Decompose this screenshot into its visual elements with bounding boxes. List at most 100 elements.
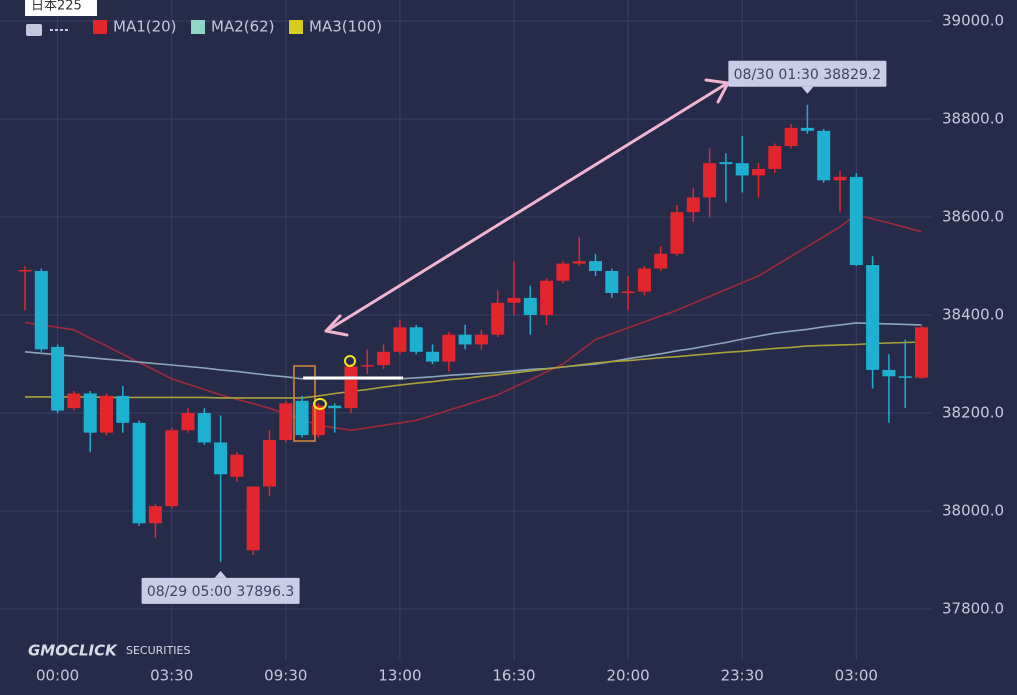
candle-body bbox=[83, 393, 97, 433]
x-tick-label: 03:00 bbox=[835, 667, 878, 685]
y-tick-label: 38600.0 bbox=[942, 208, 1004, 226]
candle-body bbox=[589, 261, 602, 271]
x-tick-label: 16:30 bbox=[492, 667, 535, 685]
candle-body bbox=[849, 176, 863, 266]
candle-body bbox=[768, 146, 782, 170]
candle-body bbox=[442, 334, 456, 362]
candle-body bbox=[51, 346, 65, 411]
candle-body bbox=[458, 334, 472, 345]
candle-body bbox=[165, 430, 179, 507]
candle-body bbox=[915, 327, 928, 378]
annotation-pointer bbox=[214, 570, 227, 578]
candle-body bbox=[507, 297, 521, 303]
candle-body bbox=[784, 127, 798, 147]
candle-body bbox=[393, 327, 407, 352]
annotation-pointer bbox=[801, 86, 814, 94]
y-tick-label: 37800.0 bbox=[942, 600, 1004, 618]
annotations: 08/30 01:30 38829.2 08/29 05:00 37896.3 bbox=[141, 60, 887, 604]
y-tick-label: 38200.0 bbox=[942, 404, 1004, 422]
candle-body bbox=[605, 270, 619, 294]
legend-swatch bbox=[191, 20, 205, 34]
candle-body bbox=[491, 302, 505, 335]
y-tick-label: 39000.0 bbox=[942, 12, 1004, 30]
candle-body bbox=[686, 197, 700, 213]
candle-body bbox=[621, 291, 635, 294]
candle-body bbox=[67, 393, 81, 409]
candle-body bbox=[474, 334, 488, 345]
candle-body bbox=[817, 130, 831, 181]
ma-lines bbox=[24, 213, 922, 432]
annotation-text: 08/29 05:00 37896.3 bbox=[147, 584, 295, 600]
candle-body bbox=[344, 366, 358, 409]
candle-body bbox=[866, 265, 880, 370]
legend: 日本225 MA1(20) MA2(62) MA3(100) bbox=[25, 0, 382, 36]
y-tick-label: 38800.0 bbox=[942, 110, 1004, 128]
candle-body bbox=[132, 422, 146, 524]
candle-body bbox=[719, 162, 733, 165]
candle-body bbox=[572, 261, 586, 264]
candles bbox=[18, 104, 928, 562]
candle-body bbox=[654, 253, 668, 269]
candle-body bbox=[100, 395, 113, 433]
x-tick-label: 23:30 bbox=[721, 667, 764, 685]
candle-body bbox=[426, 351, 439, 362]
legend-swatch bbox=[93, 20, 107, 34]
brand: GMOCLICK SECURITIES bbox=[28, 642, 190, 660]
ma-line bbox=[24, 322, 922, 380]
x-tick-label: 20:00 bbox=[606, 667, 649, 685]
candle-body bbox=[148, 506, 162, 524]
chat-icon[interactable] bbox=[26, 24, 42, 36]
y-tick-label: 38400.0 bbox=[942, 306, 1004, 324]
candle-body bbox=[898, 376, 912, 378]
candle-body bbox=[181, 413, 195, 431]
candle-body bbox=[311, 405, 325, 436]
annotation-box bbox=[141, 577, 300, 604]
candle-body bbox=[882, 369, 896, 377]
candle-body bbox=[360, 365, 374, 367]
candle-body bbox=[637, 268, 651, 292]
candle-body bbox=[735, 163, 749, 176]
ma-line bbox=[25, 341, 922, 399]
candle-body bbox=[34, 270, 48, 350]
ma-line bbox=[24, 213, 922, 432]
candle-body bbox=[833, 176, 847, 181]
candle-body bbox=[752, 169, 765, 176]
candle-body bbox=[523, 297, 537, 316]
candle-body bbox=[230, 454, 244, 477]
candle-body bbox=[328, 405, 342, 409]
candle-body bbox=[197, 413, 211, 443]
symbol-box bbox=[25, 0, 97, 16]
candle-body bbox=[279, 403, 293, 440]
x-tick-label: 13:00 bbox=[378, 667, 421, 685]
brand-suffix: SECURITIES bbox=[126, 644, 190, 657]
candle-body bbox=[116, 395, 130, 423]
candle-body bbox=[703, 163, 717, 198]
candle-body bbox=[295, 400, 309, 436]
yellow-circle bbox=[344, 355, 356, 367]
candle-body bbox=[377, 351, 391, 366]
candle-body bbox=[556, 263, 570, 281]
candle-body bbox=[246, 486, 260, 551]
pink-arrow-head bbox=[704, 78, 730, 104]
candle-body bbox=[214, 442, 228, 475]
legend-swatch bbox=[289, 20, 303, 34]
x-tick-label: 00:00 bbox=[36, 667, 79, 685]
user-drawings bbox=[293, 78, 730, 442]
pink-arrow-head bbox=[324, 314, 349, 337]
legend-label: MA2(62) bbox=[211, 18, 275, 36]
pink-arrow bbox=[326, 82, 728, 332]
y-tick-label: 38000.0 bbox=[942, 502, 1004, 520]
yellow-circle bbox=[313, 398, 327, 410]
x-tick-label: 03:30 bbox=[150, 667, 193, 685]
annotation-box bbox=[728, 60, 887, 87]
annotation-text: 08/30 01:30 38829.2 bbox=[734, 67, 882, 83]
candle-body bbox=[800, 127, 814, 131]
candle-body bbox=[263, 440, 276, 487]
candle-body bbox=[540, 280, 554, 316]
brand-name: GMOCLICK bbox=[28, 642, 118, 660]
x-tick-label: 09:30 bbox=[264, 667, 307, 685]
legend-label: MA3(100) bbox=[309, 18, 382, 36]
candle-body bbox=[18, 269, 32, 272]
